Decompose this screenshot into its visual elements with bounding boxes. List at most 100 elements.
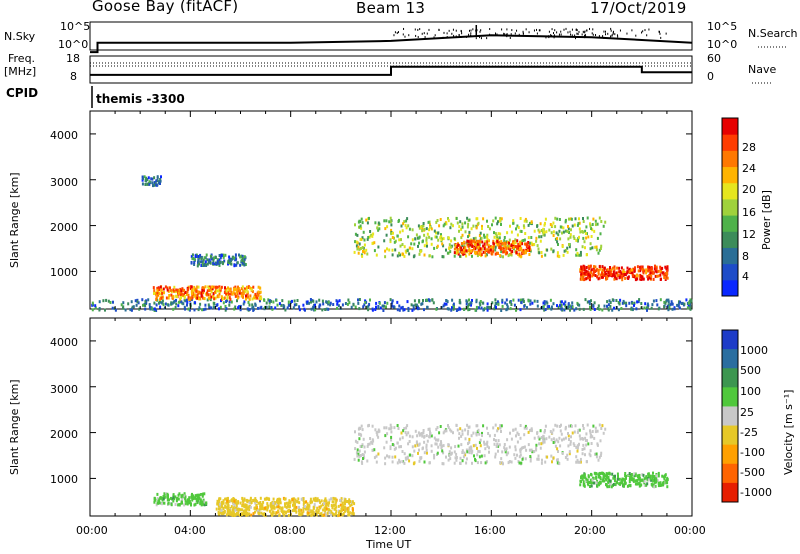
data-cell — [425, 298, 428, 302]
data-cell — [393, 240, 396, 244]
data-cell — [509, 307, 512, 311]
data-cell — [429, 225, 431, 229]
data-cell — [404, 223, 407, 227]
data-cell — [641, 276, 644, 280]
data-cell — [446, 300, 449, 304]
velocity-ytick: 2000 — [50, 428, 78, 441]
data-cell — [517, 248, 520, 252]
data-cell — [144, 300, 147, 304]
data-cell — [471, 239, 474, 243]
data-cell — [594, 430, 597, 434]
power-ylabel: Slant Range [km] — [8, 172, 21, 268]
noise-dot — [574, 37, 576, 40]
data-cell — [332, 500, 335, 504]
data-cell — [483, 233, 485, 237]
data-cell — [193, 308, 196, 312]
data-cell — [589, 305, 591, 309]
data-cell — [197, 285, 200, 289]
data-cell — [690, 299, 693, 303]
data-cell — [479, 250, 482, 254]
data-cell — [568, 452, 571, 456]
data-cell — [689, 305, 692, 309]
data-cell — [476, 240, 479, 244]
data-cell — [580, 265, 583, 269]
data-cell — [310, 513, 313, 517]
data-cell — [629, 475, 632, 479]
data-cell — [566, 246, 569, 250]
noise-dot — [539, 29, 541, 32]
data-cell — [161, 295, 164, 299]
data-cell — [336, 302, 339, 306]
power-cbar-tick: 12 — [742, 228, 756, 241]
data-cell — [367, 308, 370, 312]
data-cell — [159, 292, 162, 296]
data-cell — [453, 251, 456, 255]
noise-right-tick-top: 10^5 — [707, 20, 738, 33]
data-cell — [597, 268, 600, 272]
data-cell — [461, 222, 464, 226]
noise-dot — [417, 28, 419, 31]
data-cell — [592, 217, 595, 221]
data-cell — [260, 505, 263, 509]
data-cell — [317, 511, 320, 514]
data-cell — [325, 300, 328, 304]
data-cell — [544, 460, 547, 464]
data-cell — [609, 304, 612, 308]
data-cell — [524, 217, 527, 221]
data-cell — [461, 451, 464, 454]
data-cell — [579, 268, 582, 272]
data-cell — [367, 236, 370, 239]
data-cell — [618, 482, 621, 486]
data-cell — [389, 298, 392, 302]
data-cell — [550, 247, 553, 251]
data-cell — [523, 226, 526, 230]
data-cell — [481, 240, 484, 244]
data-cell — [403, 452, 406, 456]
data-cell — [459, 220, 462, 224]
data-cell — [475, 224, 478, 228]
data-cell — [200, 493, 203, 496]
data-cell — [362, 250, 364, 253]
data-cell — [358, 454, 361, 458]
data-cell — [665, 298, 668, 302]
data-cell — [169, 288, 172, 292]
noise-dot — [576, 29, 578, 32]
data-cell — [529, 302, 532, 306]
data-cell — [394, 455, 397, 459]
data-cell — [508, 238, 511, 242]
data-cell — [549, 223, 552, 226]
nsky-label: N.Sky — [4, 30, 36, 43]
data-cell — [475, 431, 478, 435]
data-cell — [465, 299, 468, 303]
data-cell — [571, 301, 574, 305]
data-cell — [341, 505, 344, 509]
data-cell — [471, 461, 473, 465]
data-cell — [585, 269, 588, 273]
data-cell — [448, 454, 451, 457]
data-cell — [252, 512, 255, 516]
data-cell — [179, 300, 182, 304]
data-cell — [291, 509, 294, 513]
data-cell — [483, 242, 486, 246]
data-cell — [601, 308, 604, 312]
data-cell — [422, 446, 424, 450]
data-cell — [440, 440, 442, 444]
data-cell — [512, 428, 515, 432]
data-cell — [327, 507, 330, 511]
data-cell — [270, 507, 273, 511]
data-cell — [309, 298, 312, 301]
data-cell — [573, 444, 576, 447]
data-cell — [654, 480, 657, 484]
data-cell — [236, 296, 239, 300]
data-cell — [461, 248, 464, 252]
data-cell — [584, 246, 586, 250]
data-cell — [233, 502, 236, 506]
data-cell — [599, 273, 602, 277]
data-cell — [581, 277, 584, 281]
data-cell — [192, 288, 195, 292]
data-cell — [259, 306, 262, 310]
data-cell — [260, 297, 263, 301]
data-cell — [360, 433, 363, 437]
data-cell — [359, 247, 362, 250]
data-cell — [602, 224, 605, 228]
